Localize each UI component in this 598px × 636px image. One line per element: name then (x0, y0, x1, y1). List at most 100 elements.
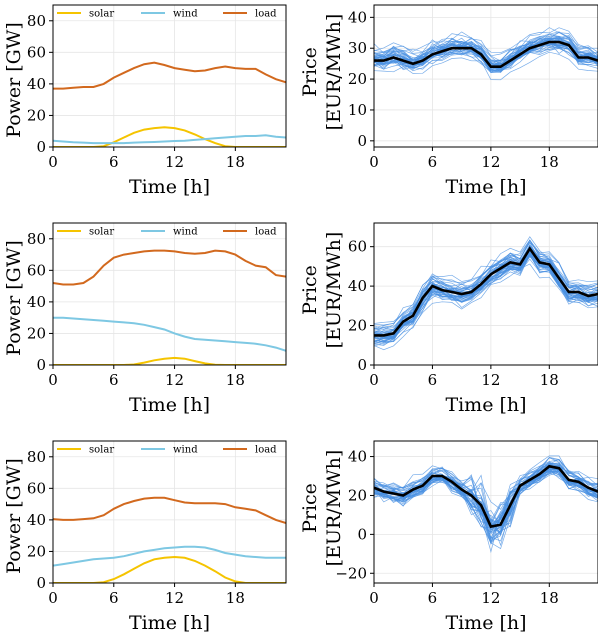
scenario-line (374, 248, 598, 335)
y-tick-label: 80 (27, 12, 46, 30)
y-axis-label-line: Price (299, 47, 321, 97)
y-axis-label-line: Price (299, 483, 321, 533)
x-tick-label: 18 (226, 153, 245, 171)
x-axis-label: Time [h] (445, 394, 526, 416)
legend: solar wind load (57, 227, 277, 238)
series-line-load (53, 496, 286, 524)
y-tick-label: 60 (27, 479, 46, 497)
plot-area (53, 496, 286, 583)
mean-price-line (374, 40, 598, 68)
series-line-solar (53, 126, 286, 147)
chart-price-2: 0 6 12 18 0 20 40 60 Time [h] Price [EUR/MWh] (299, 222, 598, 416)
x-tick-label: 0 (48, 589, 58, 607)
y-tick-label: 40 (348, 277, 367, 295)
chart-power-2: 0 6 12 18 0 20 40 60 80 Time [h] Power [GW] solar wi… (3, 222, 287, 416)
x-tick-label: 18 (226, 371, 245, 389)
y-tick-label: 20 (348, 317, 367, 335)
scenario-line (374, 455, 598, 510)
chart-price-1: 0 6 12 18 0 10 20 30 40 Time [h] Price [EUR/MWh] (299, 4, 598, 198)
series-line-wind (53, 316, 286, 352)
legend-label-solar: solar (89, 227, 114, 238)
x-tick-label: 18 (540, 589, 559, 607)
x-tick-label: 0 (369, 589, 379, 607)
y-tick-label: 60 (27, 43, 46, 61)
y-tick-label: 0 (36, 356, 46, 374)
x-tick-label: 0 (48, 153, 58, 171)
x-axis-label: Time [h] (445, 612, 526, 634)
series-line-load (53, 61, 286, 90)
y-axis-label: Price [EUR/MWh] (299, 450, 345, 567)
plot-area (374, 27, 598, 81)
plot-frame (52, 440, 287, 584)
x-tick-label: 6 (109, 153, 119, 171)
scenario-line (374, 51, 598, 81)
x-tick-label: 12 (165, 153, 184, 171)
x-tick-label: 6 (428, 153, 438, 171)
y-tick-label: 20 (348, 486, 367, 504)
plot-area (53, 61, 286, 147)
series-line-wind (53, 134, 286, 145)
legend-label-load: load (255, 227, 277, 238)
x-axis-label: Time [h] (445, 176, 526, 198)
x-tick-label: 12 (481, 371, 500, 389)
mean-price-line (374, 246, 598, 337)
y-axis-label-line: [EUR/MWh] (323, 232, 345, 349)
scenario-line (374, 253, 598, 343)
y-tick-label: 20 (27, 324, 46, 342)
mean-price-line (374, 464, 598, 529)
legend-label-wind: wind (173, 227, 198, 238)
y-axis-label: Price [EUR/MWh] (299, 14, 345, 131)
y-tick-label: 0 (357, 525, 367, 543)
series-line-solar (53, 555, 286, 583)
plot-frame (373, 222, 598, 366)
y-tick-label: 40 (27, 511, 46, 529)
y-axis-label: Power [GW] (3, 240, 25, 356)
scenario-line (374, 467, 598, 542)
legend: solar wind load (57, 9, 277, 20)
x-axis-label: Time [h] (129, 176, 210, 198)
scenario-line (374, 239, 598, 330)
scenario-line (374, 251, 598, 343)
plot-frame (373, 440, 598, 584)
y-tick-label: 0 (357, 132, 367, 150)
x-tick-label: 6 (428, 371, 438, 389)
y-axis-label: Price [EUR/MWh] (299, 232, 345, 349)
scenario-line (374, 462, 598, 530)
x-tick-label: 6 (428, 589, 438, 607)
y-tick-label: 80 (27, 448, 46, 466)
y-axis-label-line: [EUR/MWh] (323, 14, 345, 131)
legend-label-wind: wind (173, 9, 198, 20)
plot-frame (373, 4, 598, 148)
y-tick-label: 20 (27, 106, 46, 124)
plot-area (374, 236, 598, 351)
x-tick-label: 0 (369, 153, 379, 171)
y-tick-label: 30 (348, 39, 367, 57)
legend-label-load: load (255, 445, 277, 456)
y-tick-label: 40 (27, 75, 46, 93)
scenario-line (374, 47, 598, 72)
scenario-line (374, 38, 598, 66)
x-tick-label: 18 (540, 371, 559, 389)
chart-power-3: 0 6 12 18 0 20 40 60 80 Time [h] Power [GW] solar wi… (3, 440, 287, 634)
scenario-line (374, 43, 598, 72)
scenario-line (374, 255, 598, 345)
y-tick-label: 60 (348, 238, 367, 256)
scenario-line (374, 256, 598, 342)
y-tick-label: 40 (348, 8, 367, 26)
y-tick-label: 20 (27, 542, 46, 560)
x-tick-label: 12 (165, 371, 184, 389)
y-axis-label-line: [EUR/MWh] (323, 450, 345, 567)
y-tick-label: 0 (36, 138, 46, 156)
y-tick-label: 40 (348, 448, 367, 466)
y-axis-label: Power [GW] (3, 22, 25, 138)
scenario-line (374, 32, 598, 62)
y-axis-label-line: Price (299, 265, 321, 315)
series-line-solar (53, 356, 286, 365)
x-tick-label: 12 (481, 589, 500, 607)
x-tick-label: 6 (109, 371, 119, 389)
plot-area (374, 455, 598, 554)
scenario-line (374, 241, 598, 330)
x-tick-label: 12 (481, 153, 500, 171)
